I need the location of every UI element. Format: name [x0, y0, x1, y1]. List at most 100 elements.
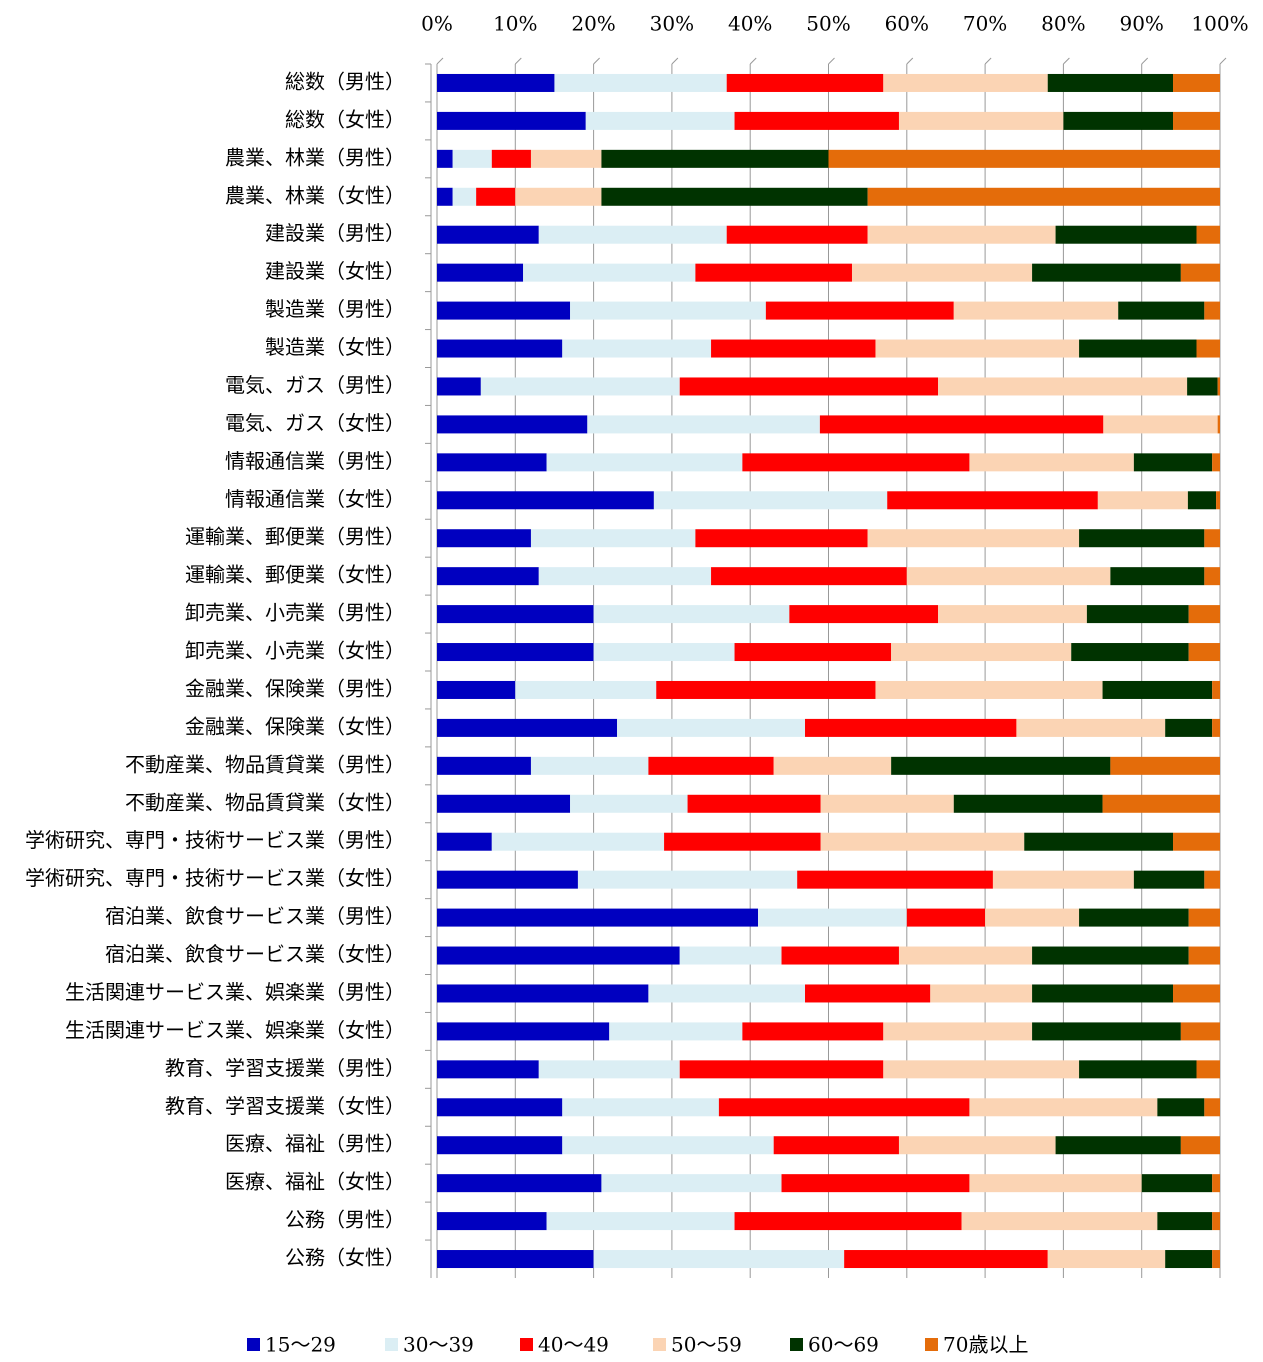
bar-segment — [593, 1250, 845, 1269]
bar-segment — [437, 946, 680, 965]
bar-segment — [887, 491, 1098, 510]
grid-line — [984, 57, 992, 65]
bar-segment — [648, 756, 774, 775]
bar-segment — [898, 111, 1064, 130]
bar-segment — [1165, 1250, 1213, 1269]
bar-segment — [1032, 984, 1174, 1003]
legend-label: 50～59 — [671, 1333, 742, 1357]
bar-segment — [437, 643, 594, 662]
x-tick-label: 100% — [1191, 12, 1248, 36]
bar-segment — [452, 149, 492, 168]
y-tick-label: 医療、福祉（女性） — [225, 1170, 405, 1194]
bar-segment — [570, 301, 766, 320]
bar-segment — [726, 225, 868, 244]
y-tick-label: 建設業（男性） — [265, 221, 405, 245]
x-tick-label: 30% — [650, 12, 694, 36]
y-tick-label: 公務（女性） — [285, 1246, 405, 1270]
bar-segment — [515, 187, 602, 206]
bar-segment — [898, 1136, 1056, 1155]
bar-segment — [1133, 453, 1213, 472]
bar-segment — [1055, 1136, 1181, 1155]
grid-line — [436, 57, 444, 65]
bar-segment — [1079, 1060, 1197, 1079]
bar-segment — [523, 263, 696, 282]
bar-segment — [1079, 908, 1189, 927]
grid-line — [828, 57, 835, 65]
bar-segment — [883, 73, 1048, 92]
bar-segment — [437, 1174, 602, 1193]
bar-segment — [953, 794, 1103, 813]
bar-segment — [797, 870, 993, 889]
bar-segment — [1187, 491, 1217, 510]
bar-segment — [891, 643, 1072, 662]
bar-segment — [1118, 301, 1205, 320]
bar-segment — [1187, 377, 1218, 396]
bar-segment — [1086, 605, 1189, 624]
bar-segment — [1188, 605, 1220, 624]
bar-segment — [695, 263, 852, 282]
bar-segment — [530, 529, 696, 548]
grid-line — [1141, 57, 1149, 65]
y-tick-label: 生活関連サービス業、娯楽業（男性） — [65, 980, 405, 1004]
y-tick-label: 農業、林業（男性） — [225, 145, 405, 169]
bar-segment — [1196, 1060, 1220, 1079]
bar-segment — [906, 567, 1111, 586]
bar-segment — [985, 908, 1080, 927]
bar-segment — [1079, 339, 1197, 358]
y-tick-label: 生活関連サービス業、娯楽業（女性） — [65, 1018, 405, 1042]
x-tick-label: 90% — [1119, 12, 1163, 36]
bar-segment — [961, 1212, 1158, 1231]
y-tick-label: 卸売業、小売業（女性） — [185, 639, 405, 663]
bar-segment — [437, 1060, 539, 1079]
bar-segment — [679, 946, 782, 965]
bar-segment — [773, 756, 892, 775]
y-tick-label: 教育、学習支援業（男性） — [165, 1056, 405, 1080]
bar-segment — [664, 832, 821, 851]
bar-segment — [1032, 263, 1181, 282]
bar-segment — [437, 1136, 563, 1155]
bar-segment — [437, 529, 531, 548]
bar-segment — [969, 1098, 1158, 1117]
grid-line — [1063, 57, 1070, 65]
bar-segment — [1047, 73, 1174, 92]
grid-line — [749, 57, 757, 65]
y-tick-label: 情報通信業（男性） — [225, 449, 405, 473]
bar-segment — [938, 605, 1087, 624]
bar-segment — [437, 908, 759, 927]
bar-segment — [546, 1212, 735, 1231]
bar-segment — [1110, 567, 1205, 586]
y-tick-label: 金融業、保険業（女性） — [185, 714, 405, 738]
x-tick-label: 20% — [571, 12, 615, 36]
bar-segment — [538, 567, 712, 586]
y-tick-label: 総数（男性） — [285, 69, 405, 93]
bar-segment — [1141, 1174, 1213, 1193]
x-tick-label: 60% — [885, 12, 929, 36]
y-tick-label: 金融業、保険業（男性） — [185, 676, 405, 700]
legend-label: 15～29 — [265, 1333, 336, 1357]
legend-swatch — [385, 1338, 398, 1351]
bar-segment — [1173, 111, 1220, 130]
grid-line — [514, 57, 522, 65]
y-tick-label: 製造業（男性） — [265, 297, 405, 321]
bar-segment — [1196, 339, 1220, 358]
legend-swatch — [520, 1338, 533, 1351]
bar-segment — [1180, 1136, 1220, 1155]
bar-segment — [867, 187, 1220, 206]
bar-segment — [819, 415, 1104, 434]
grid-line — [1219, 57, 1227, 65]
bar-segment — [883, 1060, 1080, 1079]
bar-segment — [452, 187, 477, 206]
bar-segment — [820, 794, 954, 813]
grid-line — [593, 57, 600, 65]
bar-segment — [437, 1250, 594, 1269]
bar-segment — [898, 946, 1033, 965]
bar-segment — [648, 984, 806, 1003]
bar-segment — [1102, 680, 1213, 699]
bar-segment — [930, 984, 1033, 1003]
bar-segment — [1097, 491, 1188, 510]
bar-segment — [437, 832, 492, 851]
y-tick-label: 建設業（女性） — [265, 259, 405, 283]
bar-segment — [679, 1060, 884, 1079]
bar-segment — [437, 149, 453, 168]
